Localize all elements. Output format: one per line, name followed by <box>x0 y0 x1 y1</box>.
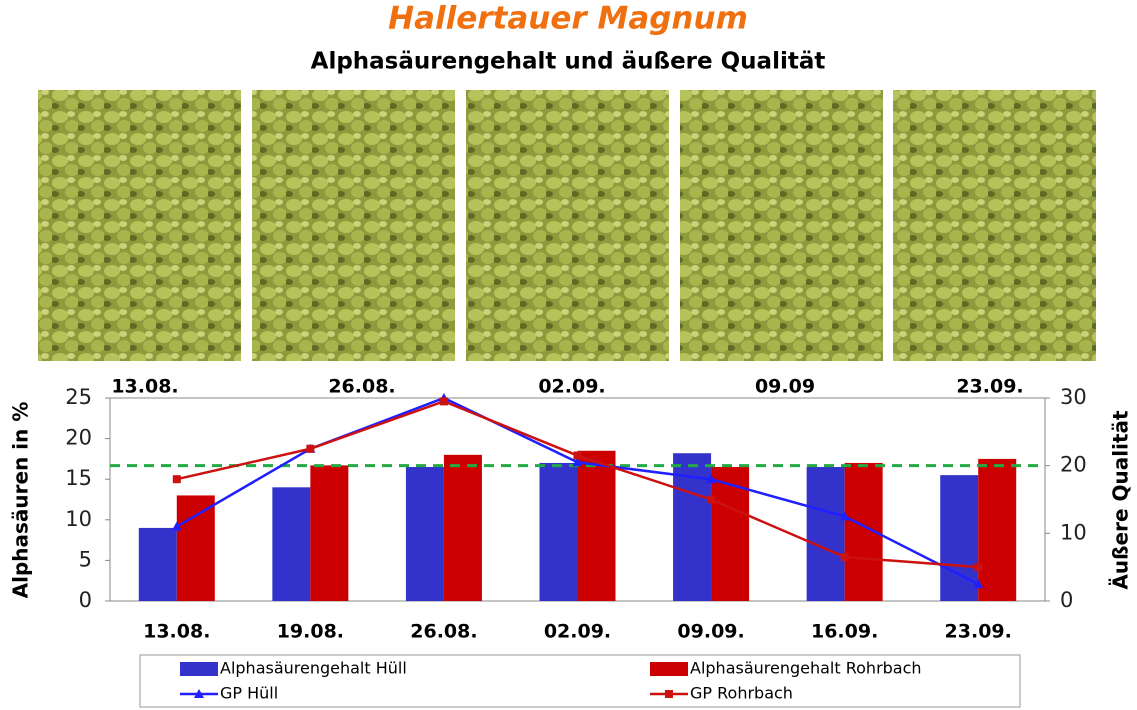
bar <box>138 527 177 601</box>
legend-marker <box>194 689 204 698</box>
line-marker <box>973 579 984 589</box>
bar <box>711 467 750 601</box>
chart-subtitle: Alphasäurengehalt und äußere Qualität <box>311 49 826 75</box>
x-tick-label: 13.08. <box>143 621 210 643</box>
photo-label: 09.09 <box>755 376 815 398</box>
line-marker <box>974 563 983 572</box>
line-marker <box>840 553 849 562</box>
photo <box>893 90 1096 361</box>
x-tick-label: 26.08. <box>410 621 477 643</box>
photo <box>680 90 883 361</box>
y-tick-label: 25 <box>65 385 92 409</box>
y-tick-label: 20 <box>65 426 92 450</box>
photo-label: 26.08. <box>328 376 395 398</box>
y-tick-label: 0 <box>79 588 92 612</box>
legend-swatch <box>180 662 218 676</box>
legend-label: Alphasäurengehalt Hüll <box>220 659 407 678</box>
photo <box>252 90 455 361</box>
bar <box>310 465 349 601</box>
line-marker <box>706 474 717 484</box>
line-marker <box>572 457 583 467</box>
bar <box>443 454 482 601</box>
line-marker <box>172 475 181 484</box>
bar <box>405 467 444 601</box>
legend-label: GP Hüll <box>220 684 278 703</box>
x-tick-label: 02.09. <box>544 621 611 643</box>
line-marker <box>171 521 182 531</box>
line-marker <box>707 495 716 504</box>
x-tick-label: 19.08. <box>277 621 344 643</box>
bar <box>176 495 215 601</box>
legend-label: Alphasäurengehalt Rohrbach <box>690 659 922 678</box>
bar <box>272 487 311 601</box>
bar <box>577 450 616 601</box>
photo <box>38 90 241 361</box>
legend-box <box>139 654 1021 708</box>
x-tick-label: 09.09. <box>677 621 744 643</box>
line-marker <box>306 444 315 453</box>
photo-label: 23.09. <box>956 376 1023 398</box>
bar <box>978 458 1017 601</box>
x-tick-label: 16.09. <box>811 621 878 643</box>
y2-tick-label: 30 <box>1060 385 1087 409</box>
line-marker <box>573 451 582 460</box>
y2-tick-label: 0 <box>1060 588 1073 612</box>
legend-label: GP Rohrbach <box>690 684 793 703</box>
photo <box>466 90 669 361</box>
x-tick-label: 23.09. <box>945 621 1012 643</box>
photo-label: 02.09. <box>538 376 605 398</box>
line-marker <box>439 397 448 406</box>
chart-title: Hallertauer Magnum <box>388 1 748 37</box>
bar <box>806 467 845 601</box>
bar <box>539 462 578 601</box>
photo-label: 13.08. <box>111 376 178 398</box>
line-marker <box>839 511 850 521</box>
y2-tick-label: 10 <box>1060 520 1087 544</box>
y-tick-label: 15 <box>65 466 92 490</box>
y-axis-title: Alphasäuren in % <box>9 402 33 599</box>
legend-swatch <box>650 662 688 676</box>
y2-axis-title: Äußere Qualität <box>1109 410 1133 590</box>
y-tick-label: 10 <box>65 507 92 531</box>
y-tick-label: 5 <box>79 547 92 571</box>
legend-marker <box>665 690 673 698</box>
y2-tick-label: 20 <box>1060 453 1087 477</box>
photos <box>38 90 1096 361</box>
